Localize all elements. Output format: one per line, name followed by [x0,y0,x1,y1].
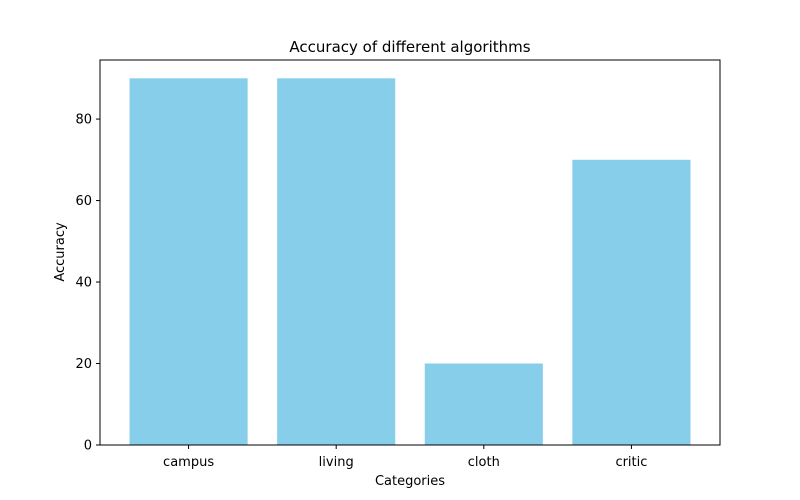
y-tick-label-60: 60 [75,194,92,209]
y-axis-label: Accuracy [53,222,68,282]
x-axis-ticks: campus living cloth critic [163,445,647,470]
x-tick-label-campus: campus [163,455,214,470]
plot-frame [99,59,721,446]
chart-title: Accuracy of different algorithms [289,38,530,56]
x-tick-label-cloth: cloth [468,455,500,470]
y-axis-ticks: 0 20 40 60 80 [75,113,100,454]
y-tick-label-0: 0 [84,439,92,454]
bar-campus [129,78,248,445]
bar-cloth [424,363,543,445]
y-tick-label-20: 20 [75,357,92,372]
y-tick-label-40: 40 [75,276,92,291]
x-tick-label-critic: critic [615,455,647,470]
bar-critic [572,159,691,445]
bar-living [277,78,396,445]
y-tick-label-80: 80 [75,113,92,128]
x-tick-label-living: living [319,455,354,470]
bars-layer [129,78,691,445]
x-axis-label: Categories [375,474,445,489]
